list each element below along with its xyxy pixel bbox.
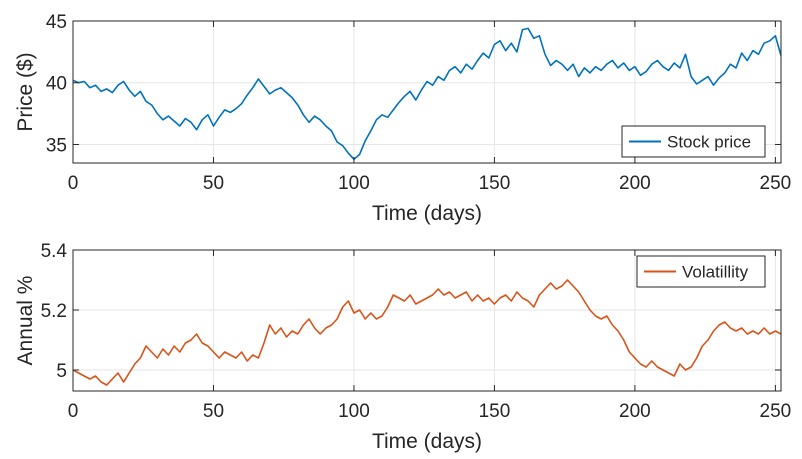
- y-axis-label: Price ($): [14, 52, 37, 131]
- x-tick-label: 50: [203, 401, 224, 422]
- y-tick-label: 35: [46, 135, 67, 156]
- x-tick-label: 150: [479, 401, 511, 422]
- y-tick-label: 5.2: [41, 301, 67, 322]
- series-line-1: [73, 27, 781, 161]
- x-axis-label: Time (days): [372, 202, 482, 225]
- x-tick-label: 100: [338, 401, 370, 422]
- x-tick-label: 100: [338, 173, 370, 194]
- y-tick-label: 45: [46, 12, 67, 33]
- legend-label: Volatillity: [682, 263, 749, 282]
- y-tick-label: 5: [56, 361, 67, 382]
- axes-box: [72, 249, 782, 392]
- x-tick-label: 200: [619, 173, 651, 194]
- y-axis-label: Annual %: [14, 276, 37, 366]
- axes-box: [72, 20, 782, 164]
- legend-label: Stock price: [667, 133, 751, 152]
- y-tick-label: 40: [46, 74, 67, 95]
- chart-1: 0 50 100 150 200 250 35 40 45 Time (days) Price ($…: [14, 12, 791, 225]
- x-tick-label: 250: [760, 173, 792, 194]
- series-line-1: [73, 279, 781, 386]
- chart-2: 0 50 100 150 200 250 5 5.2 5.4 Time (days) Annual …: [14, 241, 791, 453]
- legend: Volatillity: [636, 255, 766, 288]
- x-tick-label: 0: [68, 173, 79, 194]
- x-tick-label: 200: [619, 401, 651, 422]
- x-tick-label: 150: [479, 173, 511, 194]
- legend: Stock price: [621, 125, 766, 158]
- y-tick-label: 5.4: [41, 241, 68, 262]
- x-tick-label: 50: [203, 173, 224, 194]
- x-axis-label: Time (days): [372, 430, 482, 453]
- x-tick-label: 0: [68, 401, 79, 422]
- x-tick-label: 250: [760, 401, 792, 422]
